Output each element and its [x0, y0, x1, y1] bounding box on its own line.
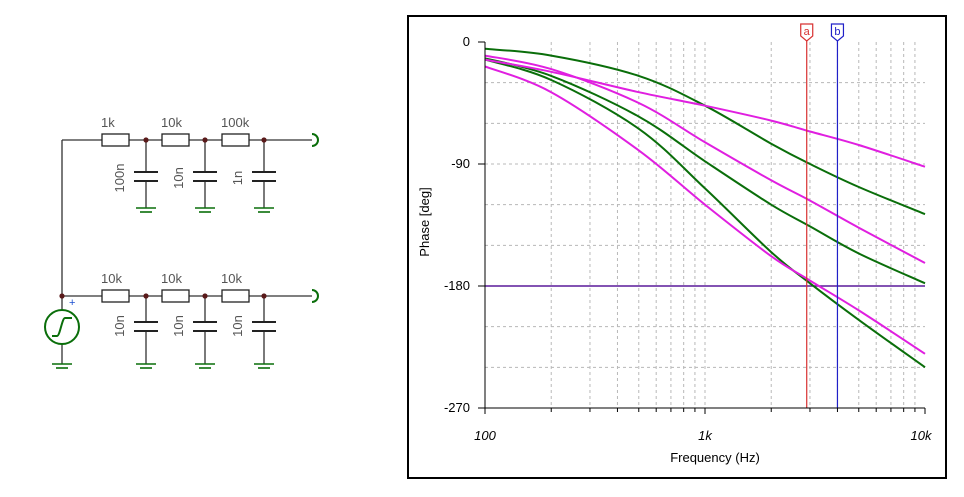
cursor-b-flag — [830, 23, 845, 42]
series-line-green-1 — [484, 58, 926, 369]
ground-icon — [136, 363, 156, 369]
junction-nodes — [59, 137, 267, 299]
step-source[interactable] — [44, 309, 80, 345]
capacitor-bottom-1[interactable] — [134, 321, 158, 332]
y-axis-title: Phase [deg] — [417, 187, 432, 256]
resistor-top-3-label: 100k — [221, 115, 250, 130]
ground-icon — [195, 363, 215, 369]
series-line-green-2 — [484, 57, 926, 285]
series-layer — [484, 47, 926, 369]
capacitor-top-3-label: 1n — [230, 171, 245, 185]
cursor-a-flag — [800, 23, 814, 42]
y-tick-label: -180 — [444, 278, 470, 293]
ground-icon — [195, 207, 215, 213]
cursor-b-label: b — [834, 26, 840, 38]
output-terminal-bottom[interactable] — [311, 289, 319, 303]
resistor-top-2[interactable] — [161, 133, 190, 147]
x-tick-label: 1k — [698, 428, 713, 443]
resistor-bottom-3[interactable] — [221, 289, 250, 303]
resistor-top-1[interactable] — [101, 133, 130, 147]
output-terminal-top[interactable] — [311, 133, 319, 147]
series-line-green-0 — [484, 47, 926, 216]
chart-frame — [407, 15, 947, 479]
ground-symbols — [52, 207, 274, 369]
series-line-magenta-4 — [484, 65, 926, 355]
resistor-bottom-1[interactable] — [101, 289, 130, 303]
resistor-top-2-label: 10k — [161, 115, 182, 130]
resistor-bottom-3-label: 10k — [221, 271, 242, 286]
y-tick-label: -90 — [451, 156, 470, 171]
schematic-wires — [61, 139, 312, 364]
capacitor-top-1-label: 100n — [112, 164, 127, 193]
x-axis-title: Frequency (Hz) — [670, 450, 760, 465]
resistor-top-1-label: 1k — [101, 115, 115, 130]
x-tick-label: 100 — [474, 428, 496, 443]
capacitor-top-2-label: 10n — [171, 167, 186, 189]
resistor-top-3[interactable] — [221, 133, 250, 147]
ground-icon — [254, 363, 274, 369]
capacitor-top-3[interactable] — [252, 171, 276, 182]
source-polarity-label: + — [69, 297, 75, 309]
ground-icon — [254, 207, 274, 213]
resistor-bottom-2[interactable] — [161, 289, 190, 303]
series-line-magenta-3 — [484, 58, 926, 168]
capacitor-bottom-2[interactable] — [193, 321, 217, 332]
capacitor-bottom-1-label: 10n — [112, 315, 127, 337]
capacitor-bottom-2-label: 10n — [171, 315, 186, 337]
y-tick-label: -270 — [444, 400, 470, 415]
cursor-a-label: a — [804, 26, 811, 38]
ground-icon — [52, 363, 72, 369]
resistor-bottom-1-label: 10k — [101, 271, 122, 286]
filter-schematic: 1k 10k 100k 10k 10k 10k 100n 10n 1n — [44, 115, 319, 369]
y-tick-label: 0 — [463, 34, 470, 49]
capacitor-bottom-3-label: 10n — [230, 315, 245, 337]
series-line-magenta-5 — [484, 54, 926, 264]
capacitor-top-2[interactable] — [193, 171, 217, 182]
capacitor-top-1[interactable] — [134, 171, 158, 182]
capacitor-bottom-3[interactable] — [252, 321, 276, 332]
resistor-bottom-2-label: 10k — [161, 271, 182, 286]
ground-icon — [136, 207, 156, 213]
tick-labels: 0 -90 -180 -270 100 1k 10k — [444, 34, 933, 443]
x-tick-label: 10k — [911, 428, 933, 443]
